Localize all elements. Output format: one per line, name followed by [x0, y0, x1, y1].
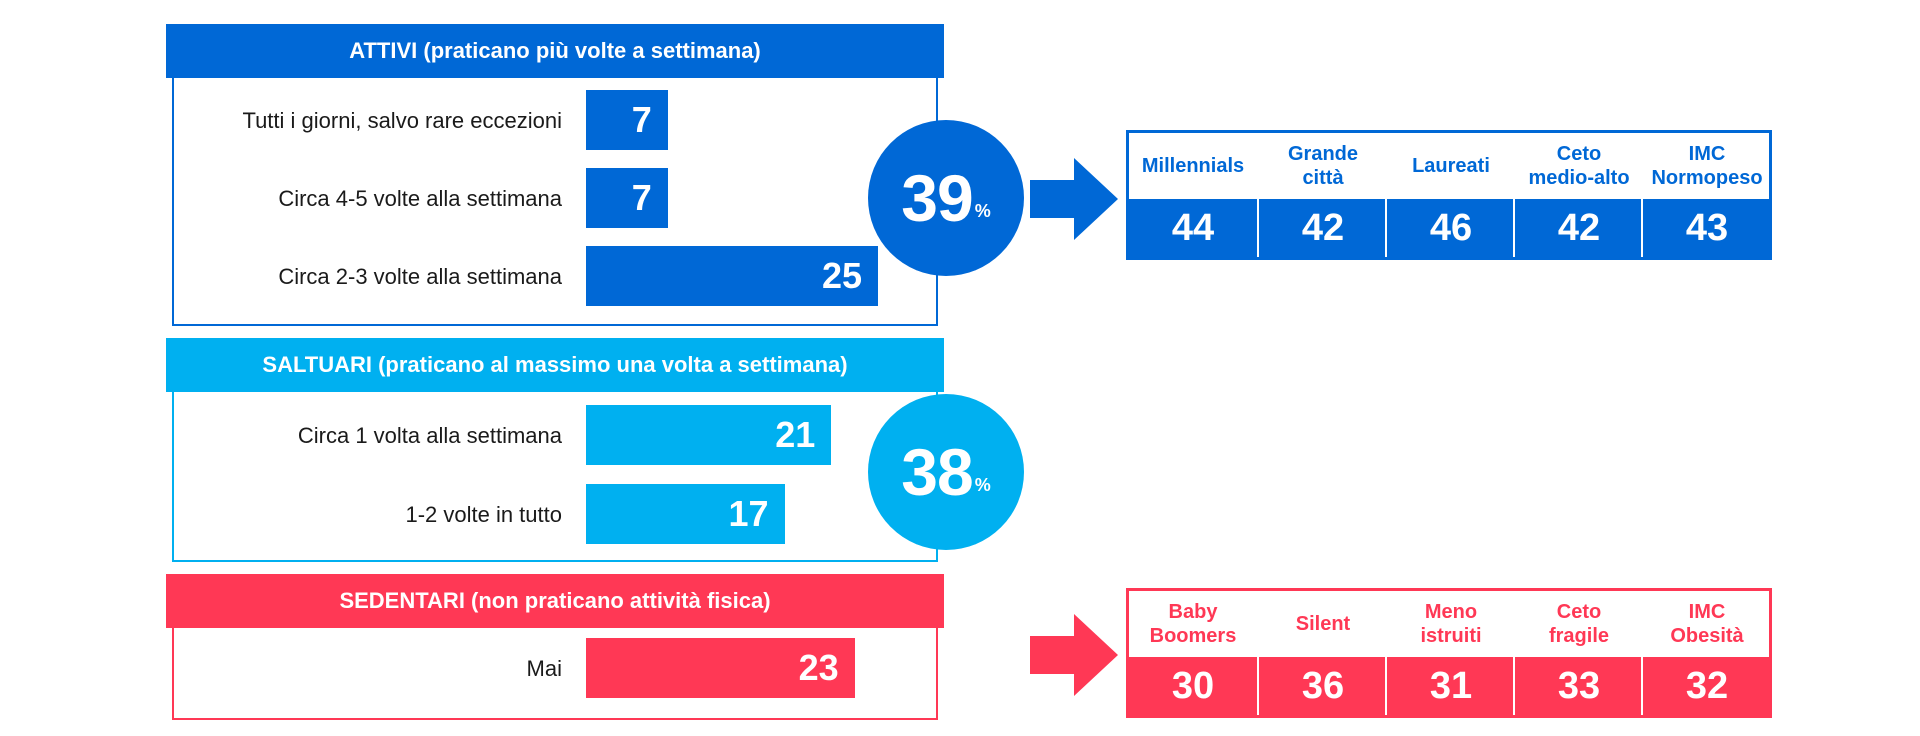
sedentari-profile-column-value: 32: [1641, 657, 1771, 715]
sedentari-profile-column: Ceto fragile 33: [1513, 591, 1643, 715]
sedentari-profile-column-header: IMC Obesità: [1670, 601, 1744, 647]
sedentari-profile-column-header: Ceto fragile: [1548, 601, 1610, 647]
attivi-profile-column: IMC Normopeso 43: [1641, 133, 1771, 257]
sedentari-profile-column-value: 31: [1385, 657, 1515, 715]
saltuari-total-value: 38: [901, 435, 973, 509]
attivi-profile-column: Grande città 42: [1257, 133, 1387, 257]
attivi-label-0: Tutti i giorni, salvo rare eccezioni: [242, 108, 562, 133]
saltuari-total-circle: 38%: [868, 394, 1024, 550]
attivi-profile-column-value: 42: [1257, 199, 1387, 257]
column-divider: [1513, 665, 1515, 707]
column-divider: [1257, 665, 1259, 707]
sedentari-profile-table: Baby Boomers 30 Silent 36 Meno istruiti 31 Ceto f…: [1126, 588, 1772, 718]
saltuari-header: SALTUARI (praticano al massimo una volta…: [166, 338, 944, 392]
sedentari-profile-column: Silent 36: [1257, 591, 1387, 715]
column-divider: [1513, 207, 1515, 249]
sedentari-profile-column-value: 33: [1513, 657, 1643, 715]
attivi-profile-column-header: IMC Normopeso: [1651, 143, 1763, 189]
sedentari-bar-0-label: 23: [798, 647, 839, 688]
column-divider: [1257, 207, 1259, 249]
sedentari-profile-column: Baby Boomers 30: [1129, 591, 1257, 715]
saltuari-label-0: Circa 1 volta alla settimana: [297, 423, 562, 448]
arrow-right-icon: [1030, 158, 1118, 240]
attivi-total-value: 39: [901, 161, 973, 235]
column-divider: [1641, 665, 1643, 707]
sedentari-profile-column: Meno istruiti 31: [1385, 591, 1515, 715]
sedentari-profile-column: IMC Obesità 32: [1641, 591, 1771, 715]
sedentari-profile-column-header: Silent: [1295, 613, 1351, 635]
attivi-profile-column-value: 46: [1385, 199, 1515, 257]
attivi-profile-column-header: Grande città: [1287, 143, 1359, 189]
attivi-bar-1-label: 7: [631, 177, 652, 218]
saltuari-label-1: 1-2 volte in tutto: [405, 502, 562, 527]
attivi-profile-column-value: 42: [1513, 199, 1643, 257]
sedentari-header: SEDENTARI (non praticano attività fisica…: [166, 574, 944, 628]
sedentari-label-0: Mai: [526, 656, 562, 681]
attivi-profile-column-header: Millennials: [1141, 155, 1245, 177]
attivi-profile-column-value: 44: [1129, 199, 1257, 257]
attivi-bar-0: 7: [586, 90, 668, 150]
attivi-profile-column-value: 43: [1641, 199, 1771, 257]
attivi-profile-column: Millennials 44: [1129, 133, 1257, 257]
attivi-profile-table: Millennials 44 Grande città 42 Laureati 46 Ceto…: [1126, 130, 1772, 260]
attivi-label-1: Circa 4-5 volte alla settimana: [278, 186, 562, 211]
column-divider: [1385, 665, 1387, 707]
saltuari-total-unit: %: [974, 474, 991, 495]
sedentari-profile-column-value: 30: [1129, 657, 1257, 715]
saltuari-bar-0-label: 21: [775, 414, 816, 455]
sedentari-profile-column-header: Meno istruiti: [1420, 601, 1482, 647]
column-divider: [1385, 207, 1387, 249]
attivi-bar-1: 7: [586, 168, 668, 228]
attivi-profile-column: Laureati 46: [1385, 133, 1515, 257]
attivi-bar-2-label: 25: [821, 255, 862, 296]
sedentari-bar-0: 23: [586, 638, 855, 698]
attivi-bar-2: 25: [586, 246, 878, 306]
attivi-bar-0-label: 7: [631, 99, 652, 140]
attivi-profile-column-header: Ceto medio-alto: [1528, 143, 1630, 189]
attivi-profile-column: Ceto medio-alto 42: [1513, 133, 1643, 257]
column-divider: [1641, 207, 1643, 249]
attivi-profile-column-header: Laureati: [1412, 155, 1490, 177]
sedentari-profile-column-header: Baby Boomers: [1149, 601, 1237, 647]
arrow-right-icon: [1030, 614, 1118, 696]
attivi-label-2: Circa 2-3 volte alla settimana: [278, 264, 562, 289]
saltuari-bar-1-label: 17: [728, 493, 769, 534]
attivi-total-circle: 39%: [868, 120, 1024, 276]
attivi-header: ATTIVI (praticano più volte a settimana): [166, 24, 944, 78]
sedentari-profile-column-value: 36: [1257, 657, 1387, 715]
attivi-total-unit: %: [974, 200, 991, 221]
saltuari-bar-1: 17: [586, 484, 785, 544]
saltuari-bar-0: 21: [586, 405, 832, 465]
